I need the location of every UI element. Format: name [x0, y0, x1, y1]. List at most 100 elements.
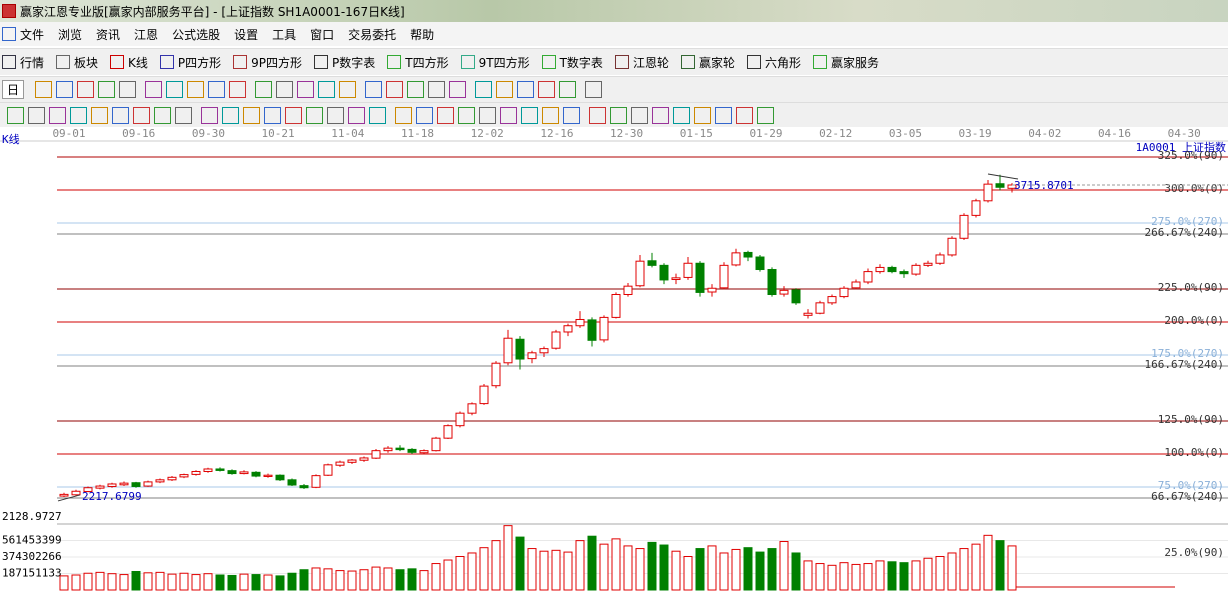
menu-item[interactable]: 资讯	[96, 27, 121, 42]
toolbar-button[interactable]: 六角形	[746, 54, 801, 71]
tool-icon[interactable]	[229, 81, 247, 98]
tool-icon[interactable]	[285, 107, 302, 124]
tool-icon[interactable]	[542, 107, 559, 124]
candle-body	[179, 474, 189, 478]
tool-icon[interactable]	[306, 107, 323, 124]
toolbar-button[interactable]: 9T四方形	[460, 54, 530, 71]
toolbar-button[interactable]: P四方形	[159, 54, 221, 71]
toolbar-button[interactable]: 行情	[2, 54, 44, 71]
tool-icon[interactable]	[475, 81, 493, 98]
toolbar-button[interactable]: 板块	[56, 54, 98, 71]
toolbar-button[interactable]: 赢家服务	[812, 54, 879, 71]
tool-icon[interactable]	[585, 81, 603, 98]
candle-body	[527, 352, 537, 360]
tool-icon[interactable]	[339, 81, 357, 98]
tool-icon[interactable]	[437, 107, 454, 124]
tool-icon[interactable]	[517, 81, 535, 98]
toolbar-button[interactable]: T四方形	[387, 54, 449, 71]
menu-item[interactable]: 浏览	[58, 27, 83, 42]
tool-icon[interactable]	[428, 81, 446, 98]
tool-icon[interactable]	[201, 107, 218, 124]
tool-icon[interactable]	[563, 107, 580, 124]
tool-icon[interactable]	[369, 107, 386, 124]
tool-icon[interactable]	[318, 81, 336, 98]
tool-icon[interactable]	[145, 81, 163, 98]
tool-icon[interactable]	[276, 81, 294, 98]
menu-item[interactable]: 公式选股	[172, 27, 221, 42]
menu-item[interactable]: 交易委托	[348, 27, 397, 42]
tool-icon[interactable]	[166, 81, 184, 98]
volume-bar	[455, 555, 465, 591]
volume-bar	[395, 569, 405, 591]
date-tick-label: 03-19	[959, 127, 992, 140]
tool-icon[interactable]	[327, 107, 344, 124]
tool-icon[interactable]	[98, 81, 116, 98]
tool-icon[interactable]	[119, 81, 137, 98]
menu-item[interactable]: 江恩	[134, 27, 159, 42]
tool-icon[interactable]	[521, 107, 538, 124]
menu-item[interactable]: 窗口	[310, 27, 335, 42]
toolbar-button[interactable]: K线	[110, 54, 148, 71]
tool-icon[interactable]	[175, 107, 192, 124]
tool-icon[interactable]	[154, 107, 171, 124]
tool-icon[interactable]	[715, 107, 732, 124]
tool-icon[interactable]	[736, 107, 753, 124]
tool-icon[interactable]	[458, 107, 475, 124]
tool-icon[interactable]	[255, 81, 273, 98]
tool-icon[interactable]	[28, 107, 45, 124]
toolbar-button[interactable]: P数字表	[314, 54, 375, 71]
tool-icon[interactable]	[222, 107, 239, 124]
tool-icon[interactable]	[496, 81, 514, 98]
level-label: 75.0%(270)	[1158, 479, 1224, 492]
tool-icon[interactable]	[559, 81, 577, 98]
tool-icon[interactable]	[35, 81, 53, 98]
tool-icon[interactable]	[112, 107, 129, 124]
tool-icon[interactable]	[407, 81, 425, 98]
tool-icon[interactable]	[449, 81, 467, 98]
toolbar-label: P数字表	[332, 55, 376, 70]
toolbar-button[interactable]: 江恩轮	[614, 54, 669, 71]
level-label: 125.0%(90)	[1158, 413, 1224, 426]
menu-item[interactable]: 工具	[272, 27, 297, 42]
toolbar-button[interactable]: T数字表	[541, 54, 603, 71]
menu-item[interactable]: 设置	[234, 27, 259, 42]
tool-icon[interactable]	[631, 107, 648, 124]
symbol-label: 1A0001 上证指数	[1136, 140, 1226, 154]
tool-icon[interactable]	[652, 107, 669, 124]
tool-icon[interactable]	[243, 107, 260, 124]
period-select[interactable]: 日	[2, 80, 25, 99]
tool-icon[interactable]	[208, 81, 226, 98]
tool-icon[interactable]	[395, 107, 412, 124]
tool-icon[interactable]	[348, 107, 365, 124]
toolbar-button[interactable]: 赢家轮	[680, 54, 735, 71]
candle-body	[971, 200, 981, 216]
tool-icon[interactable]	[694, 107, 711, 124]
tool-icon[interactable]	[610, 107, 627, 124]
tool-icon[interactable]	[264, 107, 281, 124]
toolbar-button[interactable]: 9P四方形	[233, 54, 302, 71]
menu-item[interactable]: 文件	[20, 27, 45, 42]
candle-body	[959, 214, 969, 239]
tool-icon[interactable]	[77, 81, 95, 98]
tool-icon[interactable]	[538, 81, 556, 98]
tool-icon[interactable]	[500, 107, 517, 124]
tool-icon[interactable]	[7, 107, 24, 124]
tool-icon[interactable]	[386, 81, 404, 98]
tool-icon[interactable]	[91, 107, 108, 124]
tool-icon[interactable]	[589, 107, 606, 124]
tool-icon[interactable]	[365, 81, 383, 98]
last-price-label: 3715.8701	[1014, 179, 1074, 192]
tool-icon[interactable]	[187, 81, 205, 98]
tool-icon[interactable]	[56, 81, 74, 98]
tool-icon[interactable]	[416, 107, 433, 124]
tool-icon[interactable]	[297, 81, 315, 98]
date-tick-label: 12-30	[610, 127, 643, 140]
candle-body	[83, 487, 93, 492]
menu-item[interactable]: 帮助	[410, 27, 435, 42]
tool-icon[interactable]	[479, 107, 496, 124]
tool-icon[interactable]	[49, 107, 66, 124]
tool-icon[interactable]	[70, 107, 87, 124]
tool-icon[interactable]	[757, 107, 774, 124]
tool-icon[interactable]	[133, 107, 150, 124]
tool-icon[interactable]	[673, 107, 690, 124]
